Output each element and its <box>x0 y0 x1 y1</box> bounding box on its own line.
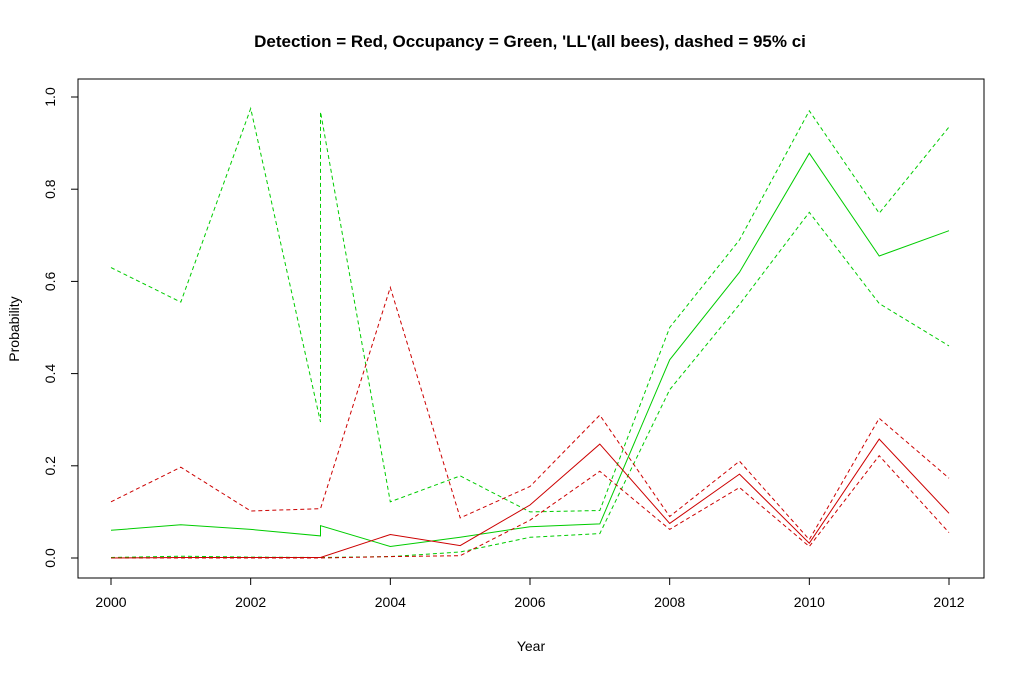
x-tick-label: 2010 <box>794 594 825 610</box>
y-tick-label: 0.2 <box>42 456 58 476</box>
x-tick-label: 2004 <box>375 594 406 610</box>
x-tick-label: 2000 <box>95 594 126 610</box>
y-tick-label: 0.4 <box>42 364 58 384</box>
series-line-red-dashed-ci-5 <box>111 454 950 559</box>
chart-title: Detection = Red, Occupancy = Green, 'LL'… <box>254 32 806 51</box>
y-tick-label: 0.6 <box>42 271 58 291</box>
y-axis-label: Probability <box>6 296 22 361</box>
x-tick-label: 2006 <box>514 594 545 610</box>
x-tick-label: 2012 <box>933 594 964 610</box>
y-tick-label: 0.8 <box>42 179 58 199</box>
y-axis: 0.0 0.2 0.4 0.6 0.8 1.0 <box>42 87 79 568</box>
series-line-green-dashed-ci-1 <box>110 106 950 513</box>
y-tick-label: 1.0 <box>42 87 58 107</box>
x-tick-label: 2002 <box>235 594 266 610</box>
plot-frame <box>77 78 985 579</box>
series-line-red-solid-3 <box>110 438 950 559</box>
x-axis-label: Year <box>517 638 546 654</box>
x-tick-label: 2008 <box>654 594 685 610</box>
x-axis: 2000 2002 2004 2006 2008 2010 2012 <box>95 577 965 610</box>
series-line-green-dashed-ci-2 <box>110 211 950 559</box>
series-line-green-solid-0 <box>110 152 950 548</box>
series-line-red-dashed-ci-4 <box>110 285 950 541</box>
plot-series <box>110 106 950 559</box>
y-tick-label: 0.0 <box>42 548 58 568</box>
